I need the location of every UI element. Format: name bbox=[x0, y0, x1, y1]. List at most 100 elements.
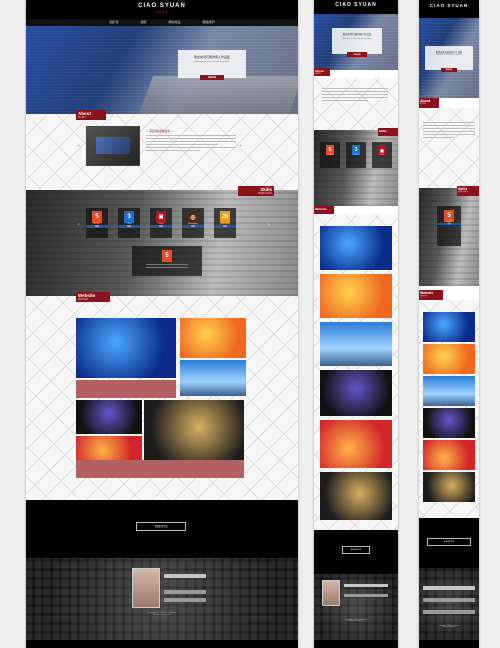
contact-row[interactable] bbox=[423, 610, 475, 614]
skill-card-photoshop[interactable]: ◎ Photoshop 查看 bbox=[182, 208, 204, 238]
about-section bbox=[314, 78, 398, 130]
hero-read-more-button[interactable]: 繼續閱讀 bbox=[440, 68, 458, 72]
skill-card-css3[interactable]: 3 CSS3 查看 bbox=[118, 208, 140, 238]
website-tile-promo[interactable] bbox=[180, 318, 246, 358]
hero-title: 歡迎來到巧璇的個人作品集 bbox=[342, 33, 372, 36]
skill-card-html5[interactable]: 5 HTML5 bbox=[320, 142, 340, 168]
skill-desc bbox=[146, 264, 188, 268]
site-logo[interactable]: CIAO SYUAN bbox=[314, 0, 398, 8]
contact-row[interactable] bbox=[164, 598, 206, 602]
hero-subtitle: Welcome to Chiao-Hsuan's portfolio bbox=[436, 55, 462, 56]
more-works-button[interactable]: 查看更多作品 bbox=[342, 546, 370, 554]
site-header: CIAO SYUAN bbox=[419, 0, 479, 18]
website-tile-success[interactable] bbox=[423, 472, 475, 502]
contact-row[interactable] bbox=[344, 594, 388, 597]
skill-label: CSS3 bbox=[126, 223, 132, 225]
website-tile-ai[interactable] bbox=[76, 318, 176, 378]
site-logo[interactable]: CIAO SYUAN 2018 bbox=[26, 0, 298, 14]
website-tile-promo[interactable] bbox=[320, 274, 392, 318]
website-tile-concert[interactable] bbox=[76, 400, 142, 434]
desktop-preview: CIAO SYUAN 2018 關於我 技能 網站作品 聯絡我們 歡迎來到巧璇的… bbox=[26, 0, 298, 648]
skill-card-css3[interactable]: 3 CSS3 bbox=[346, 142, 366, 168]
website-tile-lottery[interactable] bbox=[76, 436, 142, 460]
about-line bbox=[146, 150, 200, 151]
website-tile-airline[interactable] bbox=[320, 322, 392, 366]
contact-row[interactable] bbox=[423, 586, 475, 590]
nav-item-works[interactable]: 網站作品 bbox=[168, 20, 181, 24]
about-tag: About 個人簡介 bbox=[419, 98, 439, 108]
website-tile-concert[interactable] bbox=[423, 408, 475, 438]
website-tile-airline[interactable] bbox=[180, 360, 246, 396]
website-tile-lottery[interactable] bbox=[320, 420, 392, 468]
contact-row[interactable] bbox=[164, 574, 206, 578]
skill-card-featured[interactable]: 5 bbox=[132, 246, 202, 276]
avatar bbox=[132, 568, 160, 608]
website-tile-lottery[interactable] bbox=[423, 440, 475, 470]
skill-card-rwd[interactable]: ▣ RWD 查看 bbox=[150, 208, 172, 238]
skill-label: HTML5 bbox=[93, 223, 101, 225]
site-logo[interactable]: CIAO SYUAN bbox=[419, 0, 479, 8]
about-tag-sub: 個人簡介 bbox=[315, 74, 322, 75]
hero-read-more-button[interactable]: 繼續閱讀 bbox=[199, 75, 224, 80]
about-line bbox=[423, 131, 475, 132]
copyright-line-1: Copyright © 2018 Chiao-Syuan bbox=[148, 612, 176, 614]
javascript-icon: JS bbox=[220, 211, 230, 223]
website-tile-ai[interactable] bbox=[320, 226, 392, 270]
contact-row[interactable] bbox=[344, 584, 388, 587]
website-tag-title: Website bbox=[315, 207, 327, 211]
skill-card-html5[interactable]: 5 HTML5 查看 bbox=[86, 208, 108, 238]
website-tile-ai[interactable] bbox=[423, 312, 475, 342]
website-tile-airline[interactable] bbox=[423, 376, 475, 406]
hero-card: 歡迎來到巧璇的個人作品集 Welcome to Chiao-Hsuan's po… bbox=[332, 28, 382, 57]
about-line bbox=[146, 138, 236, 139]
hero-subtitle: Welcome to Chiao-Hsuan's portfolio bbox=[342, 38, 372, 40]
skill-card-javascript[interactable]: JS JavaScript 查看 bbox=[214, 208, 236, 238]
footer-cta bbox=[314, 530, 398, 574]
skill-view-button[interactable]: 查看 bbox=[437, 223, 461, 225]
main-nav: 關於我 技能 網站作品 聯絡我們 bbox=[26, 19, 298, 26]
more-works-button[interactable]: 查看更多作品 bbox=[136, 522, 186, 531]
website-tag-title: Website bbox=[78, 293, 96, 298]
skill-view-button[interactable]: 查看 bbox=[182, 225, 204, 228]
contact-row[interactable] bbox=[423, 598, 475, 602]
about-next-arrow[interactable]: › bbox=[240, 143, 242, 149]
skill-view-button[interactable]: 查看 bbox=[214, 225, 236, 228]
about-prev-arrow[interactable]: ‹ bbox=[78, 143, 80, 149]
website-tile-success[interactable] bbox=[320, 472, 392, 520]
skill-card-html5[interactable]: 5 HTML5 查看 bbox=[437, 206, 461, 246]
about-line bbox=[423, 134, 475, 135]
website-tile-concert[interactable] bbox=[320, 370, 392, 416]
skills-tag-sub: 專業能力與技術 bbox=[257, 193, 272, 195]
footer-keyboard-bg bbox=[26, 558, 298, 640]
about-line bbox=[322, 91, 388, 92]
skills-prev-arrow[interactable]: ‹ bbox=[78, 222, 80, 228]
nav-item-about[interactable]: 關於我 bbox=[109, 20, 119, 24]
about-tag-title: About bbox=[420, 99, 431, 103]
skill-label: HTML5 bbox=[327, 155, 333, 156]
more-works-button[interactable]: 查看更多作品 bbox=[427, 538, 471, 546]
skills-next-arrow[interactable]: › bbox=[268, 222, 270, 228]
site-header: CIAO SYUAN bbox=[314, 0, 398, 14]
skill-view-button[interactable]: 查看 bbox=[118, 225, 140, 228]
about-section bbox=[419, 108, 479, 188]
hero-title: 歡迎來到巧璇的個人作品集 bbox=[435, 52, 463, 54]
website-tile-promo[interactable] bbox=[423, 344, 475, 374]
copyright: Copyright © 2018 Chiao-Syuan All Rights … bbox=[116, 612, 208, 616]
contact-row[interactable] bbox=[164, 590, 206, 594]
copyright-line-2: All Rights Reserved. bbox=[348, 621, 364, 622]
skills-tag-title: Skills bbox=[379, 129, 387, 133]
skill-view-button[interactable]: 查看 bbox=[86, 225, 108, 228]
hero-read-more-button[interactable]: 繼續閱讀 bbox=[347, 52, 367, 57]
nav-item-contact[interactable]: 聯絡我們 bbox=[202, 20, 215, 24]
about-line bbox=[423, 125, 475, 126]
html5-icon: 5 bbox=[162, 250, 172, 262]
website-tile-success[interactable] bbox=[144, 400, 244, 460]
hero-banner: 歡迎來到巧璇的個人作品集 Welcome to Chiao-Hsuan's po… bbox=[314, 14, 398, 70]
nav-item-skills[interactable]: 技能 bbox=[140, 20, 147, 24]
css3-icon: 3 bbox=[352, 145, 360, 155]
copyright-line-1: Copyright © 2018 Chiao-Syuan bbox=[344, 620, 368, 621]
website-tag-sub: 網站作品集 bbox=[420, 296, 427, 297]
skill-card-rwd[interactable]: ▣ RWD bbox=[372, 142, 392, 168]
about-text bbox=[322, 86, 388, 103]
skill-view-button[interactable]: 查看 bbox=[150, 225, 172, 228]
